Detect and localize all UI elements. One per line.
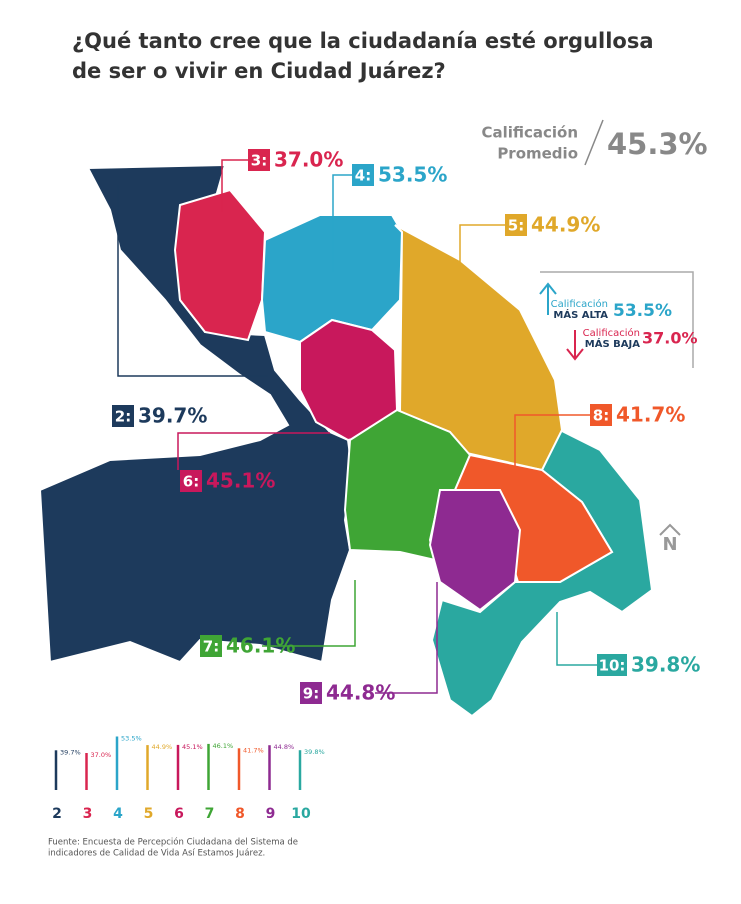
district-tag-box (590, 404, 612, 426)
frame (540, 271, 694, 368)
district-tag-box (200, 635, 222, 657)
district-tag-box (352, 164, 374, 186)
connector (556, 612, 597, 666)
district-value: 39.8% (631, 653, 700, 677)
district-9 (428, 489, 522, 612)
district-value: 37.0% (274, 148, 343, 172)
connectors (117, 159, 597, 694)
district-value: 44.9% (531, 213, 600, 237)
connector (332, 174, 352, 272)
source: indicadores de Calidad de Vida Así Estam… (48, 849, 265, 859)
down-arrow (566, 330, 584, 361)
district-tag: 3: (251, 152, 267, 170)
legend-value: 37.0% (91, 751, 112, 759)
legend-value: 53.5% (121, 735, 142, 743)
connector (459, 224, 505, 322)
highest-sub: MÁS ALTA (553, 308, 608, 321)
district-value: 46.1% (226, 634, 295, 658)
district-3 (173, 188, 267, 342)
connector (221, 159, 248, 212)
average-value: 45.3% (607, 127, 708, 161)
source: Fuente: Encuesta de Percepción Ciudadana… (48, 837, 298, 848)
highest-value: 53.5% (613, 301, 672, 321)
district-value: 53.5% (378, 163, 447, 187)
connector (375, 582, 438, 694)
up-arrow (539, 282, 557, 315)
legend-category: 2 (52, 806, 62, 822)
district-tag-box (300, 682, 322, 704)
legend-value: 46.1% (213, 742, 234, 750)
district-value: 41.7% (616, 403, 685, 427)
legend-category: 3 (83, 806, 93, 822)
north-arrow (659, 523, 681, 536)
lowest-label: Calificación (583, 327, 640, 339)
district-tag-box (248, 149, 270, 171)
connector (514, 414, 590, 510)
legend-value: 39.7% (60, 748, 81, 756)
district-value: 39.7% (138, 404, 207, 428)
district-tag: 7: (203, 638, 219, 656)
average-label: Promedio (497, 145, 578, 163)
district-tag: 9: (303, 685, 319, 703)
north-sign: N (659, 523, 681, 555)
title-line: de ser o vivir en Ciudad Juárez? (72, 59, 446, 83)
average-label: Calificación (481, 124, 578, 142)
district-tag: 4: (355, 167, 371, 185)
legend-value: 45.1% (182, 743, 203, 751)
map (38, 163, 654, 718)
lowest-value: 37.0% (642, 329, 698, 348)
district-value: 45.1% (206, 469, 275, 493)
district-tag: 10: (599, 657, 626, 675)
north-label: N (662, 534, 677, 555)
legend-category: 8 (235, 806, 245, 822)
district-tag: 5: (508, 217, 524, 235)
district-tag-box (180, 470, 202, 492)
district-tag: 6: (183, 473, 199, 491)
legend-value: 39.8% (304, 748, 325, 756)
legend-value: 44.8% (274, 743, 295, 751)
connector (177, 432, 330, 470)
legend-category: 5 (144, 806, 154, 822)
legend-category: 9 (266, 806, 276, 822)
legend-category: 4 (113, 806, 123, 822)
district-tag-box (505, 214, 527, 236)
title-line: ¿Qué tanto cree que la ciudadanía esté o… (72, 29, 654, 53)
divider (584, 119, 604, 166)
legend-value: 44.9% (152, 743, 173, 751)
district-tag-box (112, 405, 134, 427)
connector (117, 185, 268, 377)
district-value: 44.8% (326, 681, 395, 705)
highest-label: Calificación (551, 298, 608, 310)
district-tag-box (597, 654, 627, 676)
legend-category: 10 (291, 806, 311, 822)
lowest-sub: MÁS BAJA (585, 337, 640, 350)
legend-category: 7 (205, 806, 215, 822)
district-tag: 8: (593, 407, 609, 425)
district-tag: 2: (115, 408, 131, 426)
connector (262, 580, 356, 647)
legend-value: 41.7% (243, 746, 264, 754)
legend-category: 6 (174, 806, 184, 822)
